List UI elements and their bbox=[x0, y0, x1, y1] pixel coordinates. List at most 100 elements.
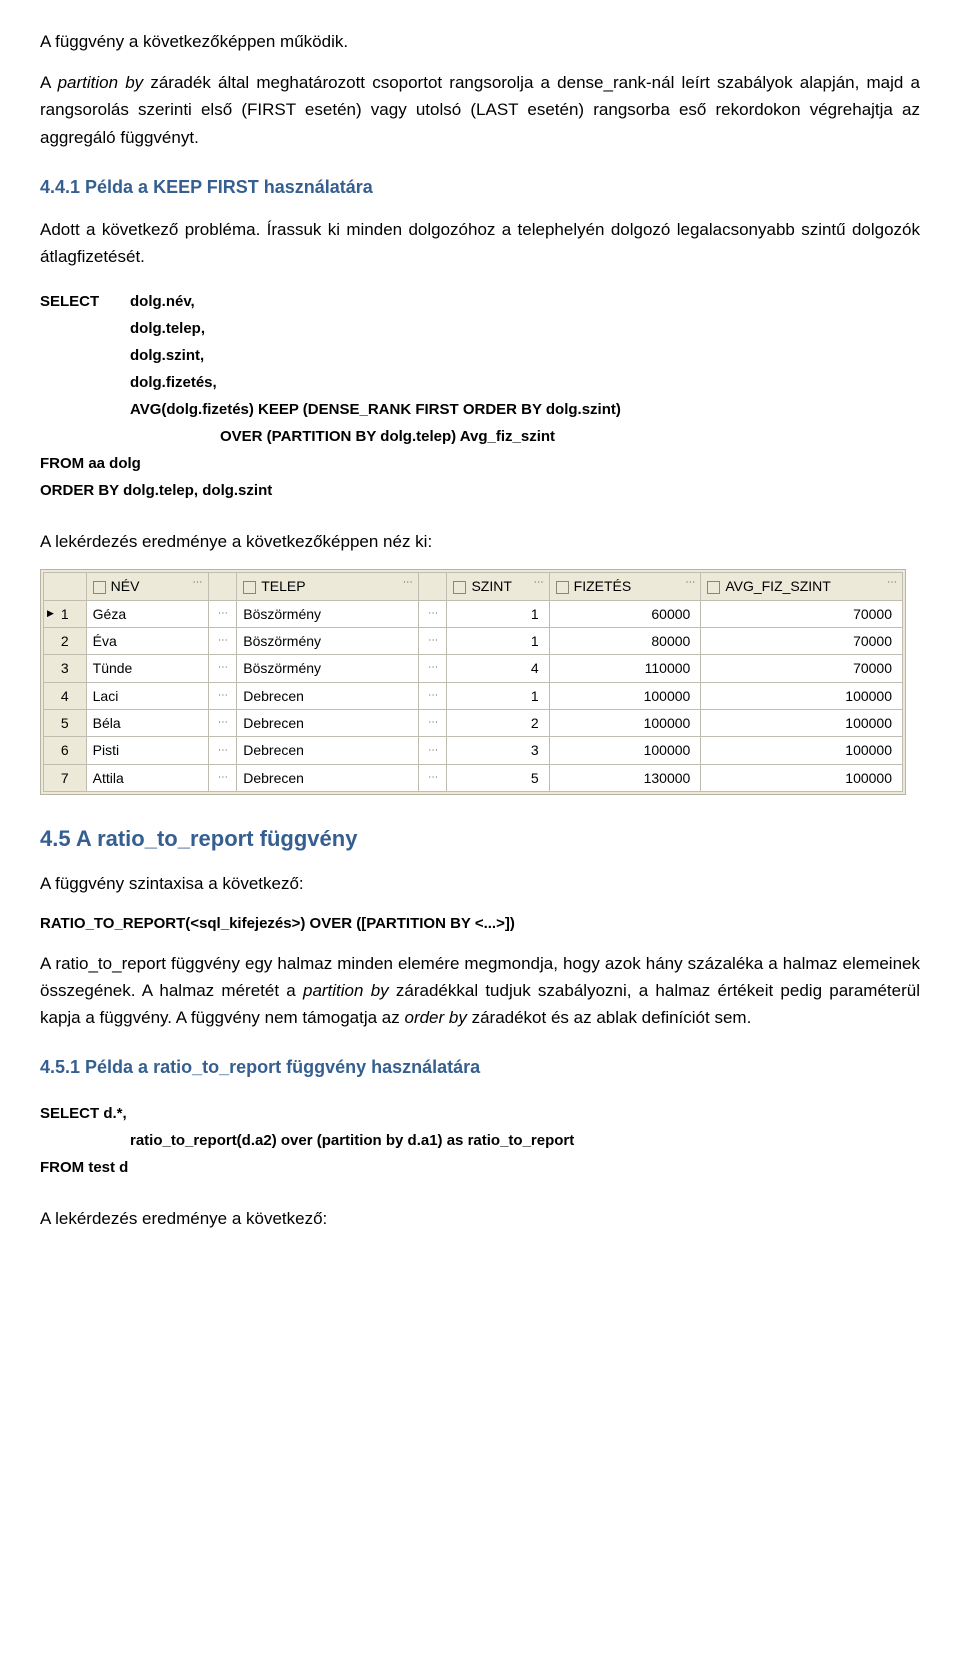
text: záradékot és az ablak definíciót sem. bbox=[467, 1008, 751, 1027]
cell-menu-icon[interactable]: ⋯ bbox=[208, 600, 237, 627]
heading-4-4-1: 4.4.1 Példa a KEEP FIRST használatára bbox=[40, 173, 920, 202]
column-header-label: TELEP bbox=[261, 578, 305, 594]
cell-menu-icon[interactable]: ⋯ bbox=[208, 682, 237, 709]
row-header[interactable]: 5 bbox=[44, 710, 87, 737]
column-header-label: NÉV bbox=[111, 578, 140, 594]
cell-menu-icon[interactable]: ⋯ bbox=[418, 627, 447, 654]
cell-menu-icon[interactable]: ⋯ bbox=[418, 600, 447, 627]
row-header[interactable]: 6 bbox=[44, 737, 87, 764]
table-cell[interactable]: 70000 bbox=[701, 627, 903, 654]
table-cell[interactable]: Debrecen bbox=[237, 764, 419, 791]
header-box-icon bbox=[707, 581, 720, 594]
table-cell[interactable]: Tünde bbox=[86, 655, 208, 682]
column-header[interactable]: TELEP ⋯ bbox=[237, 573, 419, 600]
sql-block-2: SELECT d.*, ratio_to_report(d.a2) over (… bbox=[40, 1100, 920, 1181]
row-header[interactable]: 2 bbox=[44, 627, 87, 654]
table-cell[interactable]: 100000 bbox=[701, 682, 903, 709]
table-cell[interactable]: 1 bbox=[447, 627, 549, 654]
table-cell[interactable]: 60000 bbox=[549, 600, 701, 627]
row-header[interactable]: 1 bbox=[44, 600, 87, 627]
table-cell[interactable]: Éva bbox=[86, 627, 208, 654]
table-cell[interactable]: 100000 bbox=[549, 710, 701, 737]
paragraph: A lekérdezés eredménye a következő: bbox=[40, 1205, 920, 1232]
code-line: FROM aa dolg bbox=[40, 450, 920, 477]
header-menu-icon[interactable]: ⋯ bbox=[887, 575, 896, 591]
code-line: ORDER BY dolg.telep, dolg.szint bbox=[40, 477, 920, 504]
row-header[interactable]: 4 bbox=[44, 682, 87, 709]
paragraph: A függvény a következőképpen működik. bbox=[40, 28, 920, 55]
header-box-icon bbox=[93, 581, 106, 594]
table-cell[interactable]: Böszörmény bbox=[237, 600, 419, 627]
cell-menu-icon[interactable]: ⋯ bbox=[208, 710, 237, 737]
header-box-icon bbox=[453, 581, 466, 594]
cell-menu-icon[interactable]: ⋯ bbox=[208, 764, 237, 791]
result-table: NÉV⋯TELEP⋯SZINT⋯FIZETÉS⋯AVG_FIZ_SZINT⋯1G… bbox=[43, 572, 903, 792]
table-cell[interactable]: Debrecen bbox=[237, 737, 419, 764]
paragraph: A partition by záradék által meghatározo… bbox=[40, 69, 920, 151]
column-header-label: SZINT bbox=[471, 578, 511, 594]
table-cell[interactable]: 1 bbox=[447, 600, 549, 627]
column-header[interactable]: SZINT ⋯ bbox=[447, 573, 549, 600]
table-cell[interactable]: 100000 bbox=[701, 710, 903, 737]
table-cell[interactable]: Debrecen bbox=[237, 710, 419, 737]
table-cell[interactable]: 2 bbox=[447, 710, 549, 737]
header-box-icon bbox=[556, 581, 569, 594]
table-cell[interactable]: 130000 bbox=[549, 764, 701, 791]
code-line: ratio_to_report(d.a2) over (partition by… bbox=[40, 1127, 920, 1154]
table-cell[interactable]: Böszörmény bbox=[237, 655, 419, 682]
column-header-label: AVG_FIZ_SZINT bbox=[725, 578, 831, 594]
table-cell[interactable]: 70000 bbox=[701, 600, 903, 627]
table-corner bbox=[44, 573, 87, 600]
table-cell[interactable]: 100000 bbox=[701, 764, 903, 791]
table-cell[interactable]: 80000 bbox=[549, 627, 701, 654]
cell-menu-icon[interactable]: ⋯ bbox=[208, 627, 237, 654]
dots-column-header bbox=[418, 573, 447, 600]
code-line: dolg.fizetés, bbox=[40, 369, 920, 396]
heading-4-5-1: 4.5.1 Példa a ratio_to_report függvény h… bbox=[40, 1053, 920, 1082]
table-cell[interactable]: 110000 bbox=[549, 655, 701, 682]
paragraph: Adott a következő probléma. Írassuk ki m… bbox=[40, 216, 920, 270]
paragraph: A lekérdezés eredménye a következőképpen… bbox=[40, 528, 920, 555]
table-cell[interactable]: 100000 bbox=[701, 737, 903, 764]
cell-menu-icon[interactable]: ⋯ bbox=[418, 764, 447, 791]
table-cell[interactable]: 5 bbox=[447, 764, 549, 791]
paragraph: A ratio_to_report függvény egy halmaz mi… bbox=[40, 950, 920, 1032]
cell-menu-icon[interactable]: ⋯ bbox=[418, 655, 447, 682]
row-header[interactable]: 7 bbox=[44, 764, 87, 791]
sql-keyword: SELECT bbox=[40, 288, 130, 315]
row-header[interactable]: 3 bbox=[44, 655, 87, 682]
code-line: dolg.telep, bbox=[40, 315, 920, 342]
italic-text: partition by bbox=[58, 73, 144, 92]
header-menu-icon[interactable]: ⋯ bbox=[534, 575, 543, 591]
code-line: AVG(dolg.fizetés) KEEP (DENSE_RANK FIRST… bbox=[40, 396, 920, 423]
sql-block-1: SELECTdolg.név, dolg.telep, dolg.szint, … bbox=[40, 288, 920, 504]
column-header[interactable]: NÉV ⋯ bbox=[86, 573, 208, 600]
header-box-icon bbox=[243, 581, 256, 594]
cell-menu-icon[interactable]: ⋯ bbox=[418, 710, 447, 737]
paragraph: A függvény szintaxisa a következő: bbox=[40, 870, 920, 897]
header-menu-icon[interactable]: ⋯ bbox=[193, 575, 202, 591]
table-cell[interactable]: 3 bbox=[447, 737, 549, 764]
cell-menu-icon[interactable]: ⋯ bbox=[208, 737, 237, 764]
heading-4-5: 4.5 A ratio_to_report függvény bbox=[40, 821, 920, 856]
table-cell[interactable]: 4 bbox=[447, 655, 549, 682]
table-cell[interactable]: Laci bbox=[86, 682, 208, 709]
table-cell[interactable]: Debrecen bbox=[237, 682, 419, 709]
table-cell[interactable]: 70000 bbox=[701, 655, 903, 682]
header-menu-icon[interactable]: ⋯ bbox=[685, 575, 694, 591]
table-cell[interactable]: Béla bbox=[86, 710, 208, 737]
table-cell[interactable]: 100000 bbox=[549, 682, 701, 709]
syntax-line: RATIO_TO_REPORT(<sql_kifejezés>) OVER ([… bbox=[40, 912, 920, 936]
table-cell[interactable]: Böszörmény bbox=[237, 627, 419, 654]
table-cell[interactable]: 1 bbox=[447, 682, 549, 709]
table-cell[interactable]: Pisti bbox=[86, 737, 208, 764]
column-header[interactable]: AVG_FIZ_SZINT ⋯ bbox=[701, 573, 903, 600]
table-cell[interactable]: Géza bbox=[86, 600, 208, 627]
cell-menu-icon[interactable]: ⋯ bbox=[418, 682, 447, 709]
table-cell[interactable]: 100000 bbox=[549, 737, 701, 764]
cell-menu-icon[interactable]: ⋯ bbox=[418, 737, 447, 764]
table-cell[interactable]: Attila bbox=[86, 764, 208, 791]
cell-menu-icon[interactable]: ⋯ bbox=[208, 655, 237, 682]
header-menu-icon[interactable]: ⋯ bbox=[403, 575, 412, 591]
column-header[interactable]: FIZETÉS⋯ bbox=[549, 573, 701, 600]
